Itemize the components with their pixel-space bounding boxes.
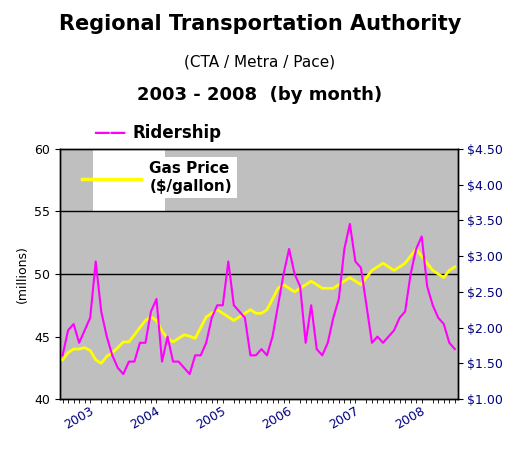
Y-axis label: (millions): (millions) [16, 245, 29, 303]
Text: (CTA / Metra / Pace): (CTA / Metra / Pace) [185, 54, 335, 69]
Text: Regional Transportation Authority: Regional Transportation Authority [59, 14, 461, 33]
Bar [93, 149, 165, 212]
Text: 2003 - 2008  (by month): 2003 - 2008 (by month) [137, 86, 383, 104]
Text: Ridership: Ridership [133, 124, 222, 142]
Text: ——: —— [94, 124, 127, 142]
Text: Gas Price
($/gallon): Gas Price ($/gallon) [149, 161, 232, 194]
